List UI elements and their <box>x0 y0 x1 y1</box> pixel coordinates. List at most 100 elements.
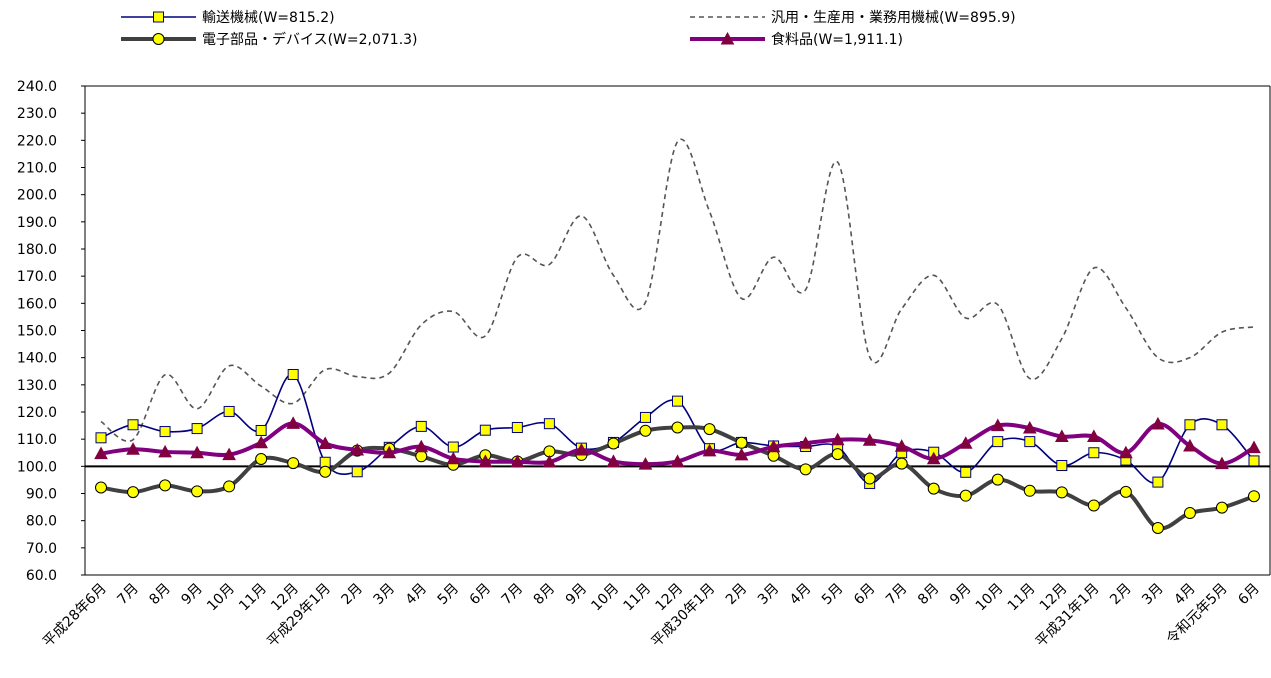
data-point <box>1247 490 1260 503</box>
data-point <box>1151 416 1165 430</box>
legend-swatch-marker <box>152 33 165 45</box>
data-point <box>606 454 621 467</box>
x-tick-label: 3月 <box>755 581 783 609</box>
x-tick-label: 5月 <box>819 581 847 609</box>
data-point <box>1215 501 1228 514</box>
x-tick-label: 8月 <box>146 581 174 609</box>
y-tick-label: 130.0 <box>17 378 57 394</box>
data-point <box>766 439 781 453</box>
x-tick-label: 4月 <box>403 581 431 609</box>
data-point <box>191 485 204 498</box>
legend-label: 電子部品・デバイス(W=2,071.3) <box>202 31 418 48</box>
data-point <box>95 481 108 494</box>
data-point <box>351 466 363 478</box>
legend-item-2: 汎用・生産用・業務用機械(W=895.9) <box>690 10 1016 26</box>
data-point <box>991 473 1004 486</box>
data-point <box>1184 419 1196 431</box>
x-tick-label: 4月 <box>787 581 815 609</box>
data-point <box>286 416 301 429</box>
data-point <box>1152 476 1164 488</box>
data-point <box>94 446 108 460</box>
legend-item-3: 電子部品・デバイス(W=2,071.3) <box>121 31 418 48</box>
data-point <box>863 472 876 485</box>
data-point <box>223 480 236 493</box>
y-tick-label: 60.0 <box>26 568 57 584</box>
x-tick-label: 9月 <box>947 581 975 609</box>
x-tick-label: 6月 <box>851 581 879 609</box>
y-tick-label: 220.0 <box>17 133 57 149</box>
data-point <box>287 457 300 470</box>
x-tick-label: 2月 <box>339 581 367 609</box>
y-axis: 60.0 70.0 80.0 90.0 100.0 110.0 120.0 130.0 140.… <box>17 79 1271 584</box>
data-point <box>318 436 333 450</box>
data-point <box>159 479 172 492</box>
data-point <box>1119 485 1132 498</box>
data-point <box>1183 438 1197 452</box>
data-point <box>831 448 844 461</box>
x-tick-label: 7月 <box>883 581 911 609</box>
data-point <box>1248 455 1260 467</box>
data-point <box>672 395 683 407</box>
data-point <box>958 436 973 449</box>
x-tick-label: 3月 <box>371 581 399 609</box>
y-tick-label: 100.0 <box>17 459 57 475</box>
x-tick-label: 10月 <box>204 581 238 615</box>
data-point <box>510 454 525 468</box>
data-point <box>927 482 940 495</box>
x-tick-label: 4月 <box>1171 581 1199 609</box>
data-point <box>319 465 332 478</box>
data-point <box>158 444 172 458</box>
data-point <box>639 411 651 423</box>
data-point <box>223 405 235 417</box>
series-layer <box>85 138 1270 535</box>
data-point <box>960 466 972 478</box>
data-point <box>799 463 812 476</box>
series-line <box>100 425 1255 531</box>
data-point <box>159 426 171 438</box>
legend-swatch-marker <box>720 31 735 45</box>
data-point <box>895 457 908 470</box>
data-point <box>1247 440 1261 454</box>
data-point <box>255 424 267 436</box>
data-point <box>703 423 716 436</box>
data-point <box>1151 522 1164 535</box>
x-tick-label: 2月 <box>1107 581 1135 609</box>
data-point <box>446 451 461 465</box>
data-point <box>191 423 203 435</box>
data-point <box>415 420 427 432</box>
data-point <box>287 369 299 381</box>
data-point <box>543 418 555 430</box>
x-tick-label: 3月 <box>1139 581 1167 609</box>
data-point <box>127 419 139 431</box>
x-tick-label: 8月 <box>915 581 943 609</box>
y-tick-label: 230.0 <box>17 106 57 122</box>
series-line <box>100 138 1255 443</box>
data-point <box>447 441 459 453</box>
legend-label: 汎用・生産用・業務用機械(W=895.9) <box>771 10 1016 26</box>
data-point <box>992 436 1004 448</box>
x-tick-label: 6月 <box>467 581 495 609</box>
data-point <box>382 445 397 459</box>
x-tick-label: 10月 <box>588 581 622 615</box>
x-tick-label: 8月 <box>531 581 559 609</box>
data-point <box>126 442 140 455</box>
data-point <box>926 451 941 465</box>
data-point <box>1215 456 1229 470</box>
data-point <box>1183 507 1196 520</box>
data-point <box>254 435 268 449</box>
legend-item-1: 輸送機械(W=815.2) <box>121 10 335 26</box>
y-tick-label: 140.0 <box>17 351 57 367</box>
data-point <box>255 452 268 465</box>
y-tick-label: 170.0 <box>17 269 57 285</box>
y-tick-label: 90.0 <box>26 487 57 503</box>
data-point <box>894 439 909 452</box>
x-tick-label: 10月 <box>973 581 1007 615</box>
data-point <box>190 445 204 459</box>
y-tick-label: 240.0 <box>17 79 57 95</box>
data-point <box>862 433 877 446</box>
data-point <box>638 457 653 470</box>
y-tick-label: 200.0 <box>17 188 57 204</box>
x-tick-label: 11月 <box>620 581 654 615</box>
data-point <box>1055 486 1068 499</box>
